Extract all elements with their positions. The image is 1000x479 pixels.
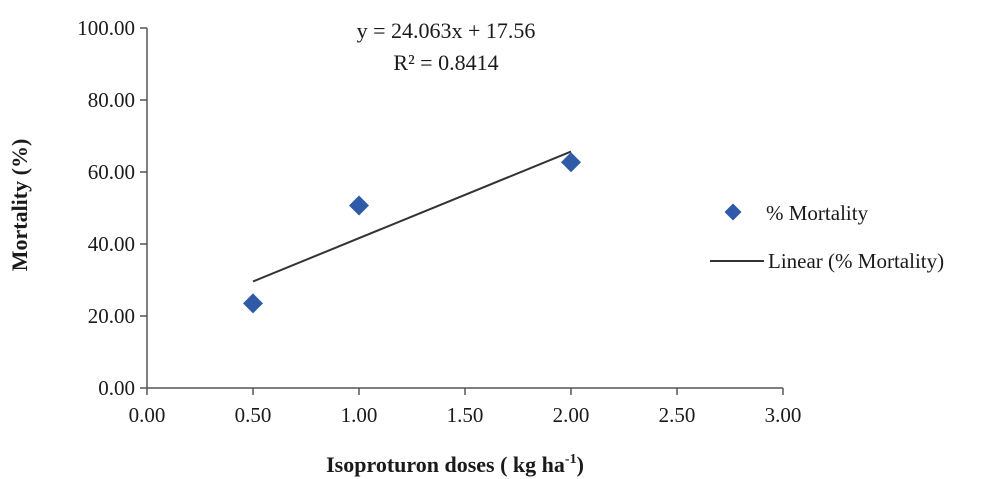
- y-tick-label: 100.00: [77, 16, 135, 40]
- legend-marker-diamond: [724, 203, 742, 221]
- x-tick-label: 1.50: [447, 403, 484, 427]
- legend: % Mortality Linear (% Mortality): [710, 201, 944, 273]
- legend-label-series: % Mortality: [766, 201, 869, 225]
- x-tick-label: 0.50: [235, 403, 272, 427]
- trendline-layer: [252, 150, 572, 283]
- x-axis-title-main: Isoproturon doses ( kg ha: [326, 452, 565, 477]
- x-tick-label: 2.50: [659, 403, 696, 427]
- axis-ticks: 0.00 20.00 40.00 60.00 80.00 100.00 0.00 0.50 1.…: [77, 16, 801, 427]
- x-axis-title-end: ): [577, 452, 584, 477]
- y-axis-title: Mortality (%): [7, 139, 32, 272]
- y-tick-label: 40.00: [88, 232, 135, 256]
- data-points: [243, 152, 581, 314]
- data-point: [349, 195, 369, 216]
- x-tick-label: 0.00: [129, 403, 166, 427]
- x-tick-label: 1.00: [341, 403, 378, 427]
- data-point: [243, 293, 263, 314]
- x-axis-title-superscript: -1: [565, 452, 577, 467]
- data-point: [561, 152, 581, 173]
- y-tick-label: 60.00: [88, 160, 135, 184]
- trendline: [252, 150, 572, 283]
- y-tick-label: 80.00: [88, 88, 135, 112]
- y-tick-label: 20.00: [88, 304, 135, 328]
- trend-equation: y = 24.063x + 17.56: [357, 18, 536, 43]
- legend-label-trendline: Linear (% Mortality): [768, 249, 944, 273]
- x-tick-label: 2.00: [553, 403, 590, 427]
- x-axis-title: Isoproturon doses ( kg ha-1): [326, 452, 584, 477]
- chart-axes: [146, 28, 783, 389]
- r-squared-label: R² = 0.8414: [393, 50, 498, 75]
- y-tick-label: 0.00: [98, 376, 135, 400]
- x-tick-label: 3.00: [765, 403, 802, 427]
